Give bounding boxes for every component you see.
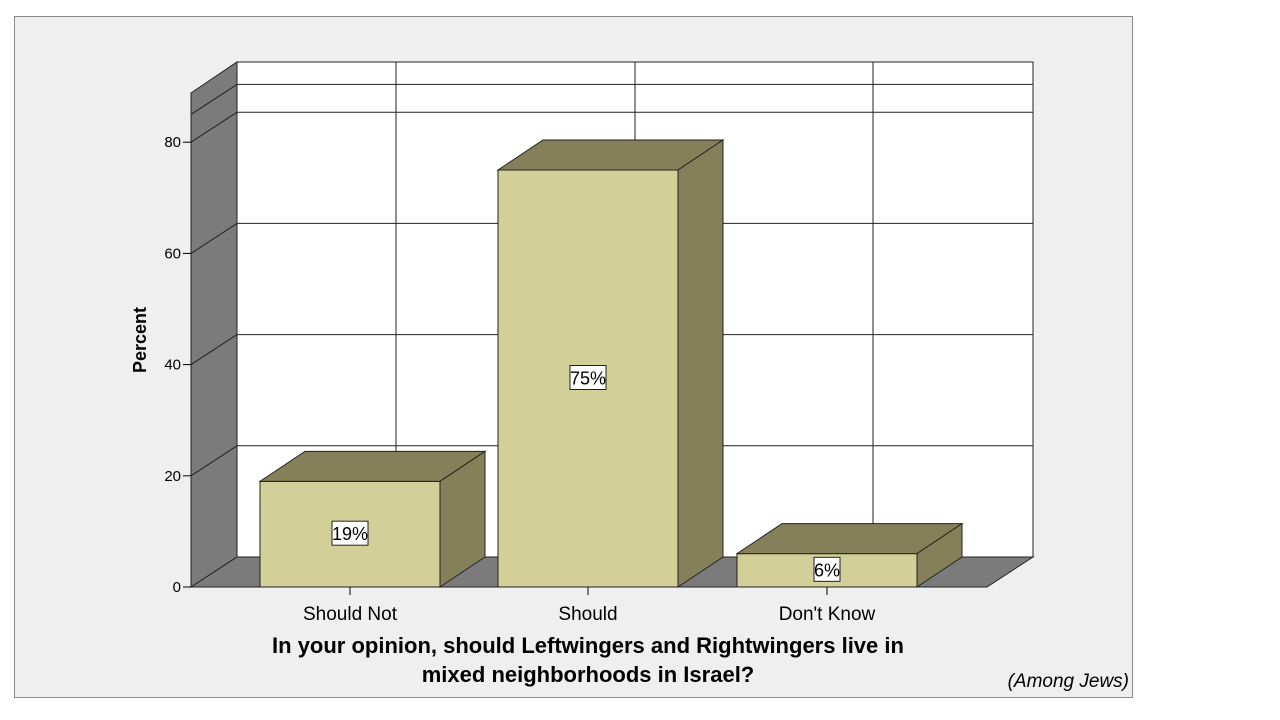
bar: 75% xyxy=(496,139,725,588)
h-gridline-side xyxy=(190,445,238,477)
bar: 6% xyxy=(735,522,964,588)
data-label-box xyxy=(813,556,841,582)
data-label: 75% xyxy=(570,369,606,389)
bars: 19% 75% 6% xyxy=(258,139,964,588)
data-label-box xyxy=(569,365,607,390)
y-tick-label: 0 xyxy=(173,579,181,596)
bar-side xyxy=(677,139,724,588)
y-tick-label: 20 xyxy=(164,468,181,485)
x-category-label: Should Not xyxy=(303,604,398,625)
h-gridline-side xyxy=(190,334,238,366)
y-axis-label: Percent xyxy=(130,307,150,373)
chart-frame: 0 20 40 60 80 19% 75% 6% Should Not Should Don't… xyxy=(14,16,1133,698)
y-tick-label: 80 xyxy=(164,134,181,151)
h-gridline-side xyxy=(190,222,238,254)
bar-chart: 0 20 40 60 80 19% 75% 6% Should Not Should Don't… xyxy=(130,61,1129,692)
h-gridline-side xyxy=(190,83,238,115)
y-tick-label: 60 xyxy=(164,245,181,262)
h-gridline-side xyxy=(190,111,238,143)
bar-side xyxy=(916,522,963,588)
bar: 19% xyxy=(258,450,487,588)
data-label: 6% xyxy=(814,560,840,580)
bar-side xyxy=(439,450,486,588)
chart-title-line-2: mixed neighborhoods in Israel? xyxy=(422,662,755,687)
data-label: 19% xyxy=(332,524,368,544)
y-axis-ticks: 0 20 40 60 80 xyxy=(164,134,191,596)
side-wall xyxy=(190,61,238,588)
x-category-label: Should xyxy=(558,604,617,625)
y-tick-label: 40 xyxy=(164,357,181,374)
x-category-label: Don't Know xyxy=(779,604,876,625)
chart-title-line-1: In your opinion, should Leftwingers and … xyxy=(272,633,904,658)
data-label-box xyxy=(331,520,369,546)
chart-note: (Among Jews) xyxy=(1008,671,1129,692)
x-axis-categories: Should Not Should Don't Know xyxy=(303,587,876,625)
